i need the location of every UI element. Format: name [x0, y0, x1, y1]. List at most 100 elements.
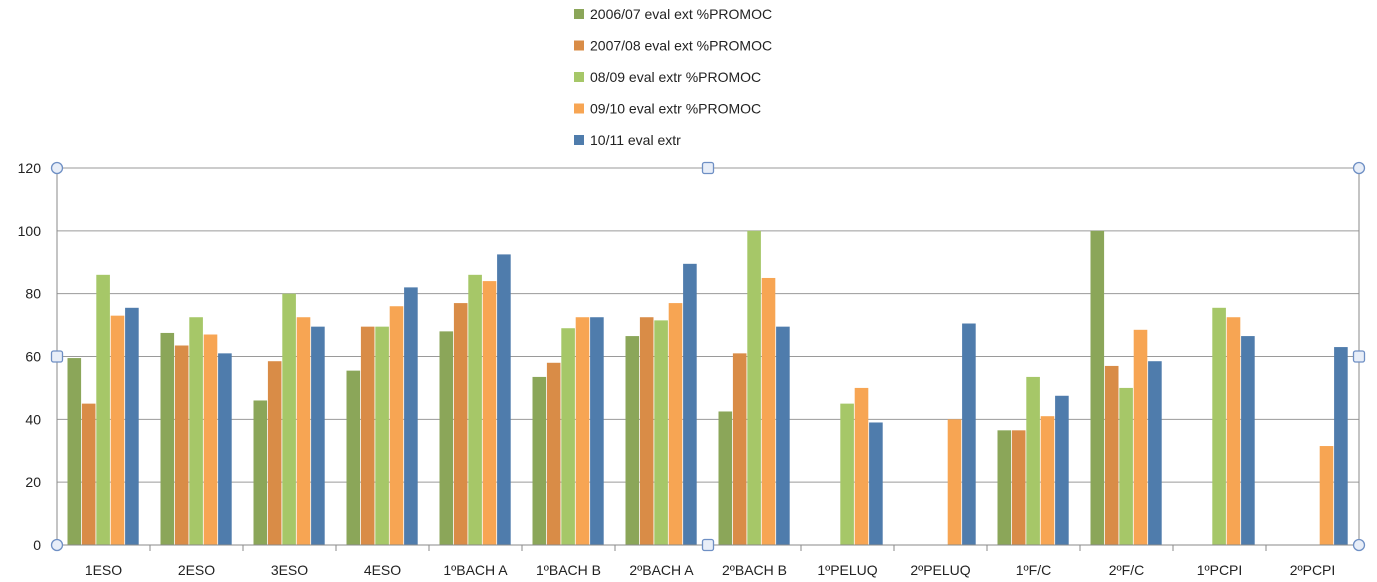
resize-handle-edge[interactable] — [701, 161, 715, 175]
bar-1-7 — [625, 336, 640, 545]
bar-1-6 — [532, 376, 547, 545]
bar-5-5 — [497, 254, 511, 545]
legend-label-2: 2007/08 eval ext %PROMOC — [590, 38, 772, 54]
bar-1-4 — [346, 370, 361, 545]
resize-handle-edge[interactable] — [701, 538, 715, 552]
legend-swatch-3 — [574, 72, 584, 82]
bar-3-11 — [1026, 376, 1040, 545]
bar-1-1 — [67, 358, 82, 545]
y-tick-label: 80 — [25, 286, 41, 302]
bar-2-8 — [732, 353, 747, 545]
bar-1-5 — [439, 331, 454, 545]
bar-2-5 — [453, 303, 468, 545]
legend: 2006/07 eval ext %PROMOC 2007/08 eval ext… — [574, 6, 772, 148]
bar-4-9 — [854, 387, 869, 545]
x-tick-label: 1ºBACH B — [536, 562, 601, 578]
x-tick-label: 1ºBACH A — [443, 562, 508, 578]
bar-3-13 — [1212, 307, 1226, 545]
bar-2-3 — [267, 361, 282, 545]
bar-3-3 — [282, 293, 296, 545]
bar-4-1 — [110, 315, 125, 545]
bar-5-3 — [311, 326, 325, 545]
bar-5-6 — [590, 317, 604, 545]
y-tick-label: 20 — [25, 474, 41, 490]
bar-5-11 — [1055, 395, 1069, 545]
bar-4-7 — [668, 303, 683, 545]
resize-handle-edge[interactable] — [50, 350, 64, 363]
legend-swatch-2 — [574, 40, 584, 51]
bar-3-6 — [561, 328, 575, 545]
bar-5-7 — [683, 263, 697, 545]
bar-4-3 — [296, 317, 311, 545]
legend-label-1: 2006/07 eval ext %PROMOC — [590, 6, 772, 22]
bar-1-3 — [253, 400, 268, 545]
bar-3-12 — [1119, 387, 1133, 545]
x-axis-ticks: 1ESO 2ESO 3ESO 4ESO 1ºBACH A 1ºBACH B 2ºBACH A… — [85, 545, 1335, 578]
bar-1-2 — [160, 332, 175, 545]
bar-4-8 — [761, 277, 776, 545]
bar-3-4 — [375, 326, 389, 545]
bars-group — [67, 230, 1348, 546]
resize-handle-corner[interactable] — [1352, 161, 1366, 175]
y-axis-ticks: 0 20 40 60 80 100 120 — [18, 160, 42, 553]
bar-5-2 — [218, 353, 232, 545]
bar-4-12 — [1133, 329, 1148, 545]
resize-handle-edge[interactable] — [1352, 350, 1366, 363]
bar-5-13 — [1241, 336, 1255, 545]
bar-2-1 — [81, 403, 96, 546]
y-tick-label: 0 — [33, 537, 41, 553]
x-tick-label: 2ºPELUQ — [910, 562, 970, 578]
y-tick-label: 60 — [25, 349, 41, 365]
bar-4-14 — [1319, 446, 1334, 545]
bar-4-13 — [1226, 317, 1241, 545]
x-tick-label: 2ºF/C — [1109, 562, 1144, 578]
bar-3-1 — [96, 274, 110, 545]
x-tick-label: 2ESO — [178, 562, 215, 578]
legend-label-4: 09/10 eval extr %PROMOC — [590, 101, 761, 117]
y-tick-label: 100 — [18, 223, 42, 239]
bar-4-10 — [947, 419, 962, 545]
x-tick-label: 1ESO — [85, 562, 122, 578]
x-tick-label: 1ºPELUQ — [817, 562, 877, 578]
legend-swatch-1 — [574, 9, 584, 19]
bar-3-2 — [189, 317, 203, 545]
bar-1-8 — [718, 411, 733, 545]
bar-4-11 — [1040, 416, 1055, 545]
bar-3-8 — [747, 230, 761, 545]
x-tick-label: 2ºPCPI — [1290, 562, 1336, 578]
bar-5-12 — [1148, 361, 1162, 545]
legend-swatch-5 — [574, 135, 584, 145]
x-tick-label: 1ºF/C — [1016, 562, 1051, 578]
bar-2-6 — [546, 362, 561, 545]
bar-2-11 — [1011, 430, 1026, 545]
bar-2-7 — [639, 317, 654, 545]
bar-2-4 — [360, 326, 375, 545]
bar-1-11 — [997, 430, 1012, 545]
bar-4-5 — [482, 281, 497, 545]
bar-5-14 — [1334, 347, 1348, 545]
x-tick-label: 2ºBACH B — [722, 562, 787, 578]
legend-swatch-4 — [574, 103, 584, 114]
bar-5-8 — [776, 326, 790, 545]
x-tick-label: 2ºBACH A — [629, 562, 694, 578]
resize-handle-corner[interactable] — [50, 161, 64, 175]
x-tick-label: 1ºPCPI — [1197, 562, 1243, 578]
bar-2-2 — [174, 345, 189, 545]
bar-4-4 — [389, 306, 404, 545]
bar-3-5 — [468, 274, 482, 545]
bar-5-10 — [962, 323, 976, 545]
bar-4-2 — [203, 334, 218, 545]
y-tick-label: 40 — [25, 411, 41, 427]
bar-3-7 — [654, 320, 668, 545]
bar-2-12 — [1104, 365, 1119, 545]
x-tick-label: 4ESO — [364, 562, 401, 578]
bar-4-6 — [575, 317, 590, 545]
bar-3-9 — [840, 403, 854, 546]
selection-handles — [50, 161, 1366, 552]
legend-label-3: 08/09 eval extr %PROMOC — [590, 69, 761, 85]
y-tick-label: 120 — [18, 160, 42, 176]
bar-5-9 — [869, 422, 883, 545]
resize-handle-corner[interactable] — [1352, 538, 1366, 552]
resize-handle-corner[interactable] — [50, 538, 64, 552]
